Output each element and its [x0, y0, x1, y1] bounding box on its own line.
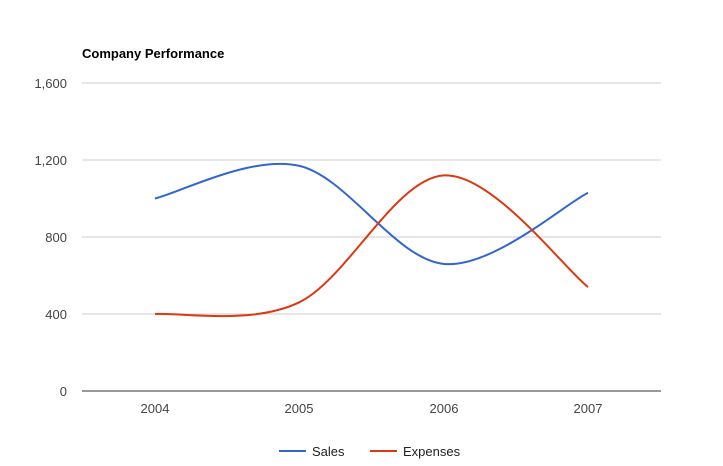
y-tick-label: 1,200 [34, 153, 67, 168]
series-line-expenses[interactable] [154, 174, 589, 318]
legend-item-expenses[interactable]: Expenses [370, 444, 461, 459]
legend[interactable]: Sales Expenses [279, 444, 461, 459]
x-tick-label: 2006 [430, 401, 459, 416]
x-tick-label: 2007 [574, 401, 603, 416]
x-tick-label: 2005 [285, 401, 314, 416]
y-tick-label: 400 [45, 307, 67, 322]
chart-title: Company Performance [82, 46, 224, 61]
series-line-sales[interactable] [154, 162, 589, 265]
legend-label: Expenses [403, 444, 461, 459]
series-layer [154, 162, 589, 318]
y-tick-label: 0 [60, 384, 67, 399]
y-tick-label: 1,600 [34, 76, 67, 91]
legend-label: Sales [312, 444, 345, 459]
legend-item-sales[interactable]: Sales [279, 444, 345, 459]
grid-layer [82, 82, 661, 315]
x-tick-label: 2004 [141, 401, 170, 416]
axis-layer: 0 400 800 1,200 1,600 2004 2005 2006 2007 [34, 76, 661, 416]
y-tick-label: 800 [45, 230, 67, 245]
